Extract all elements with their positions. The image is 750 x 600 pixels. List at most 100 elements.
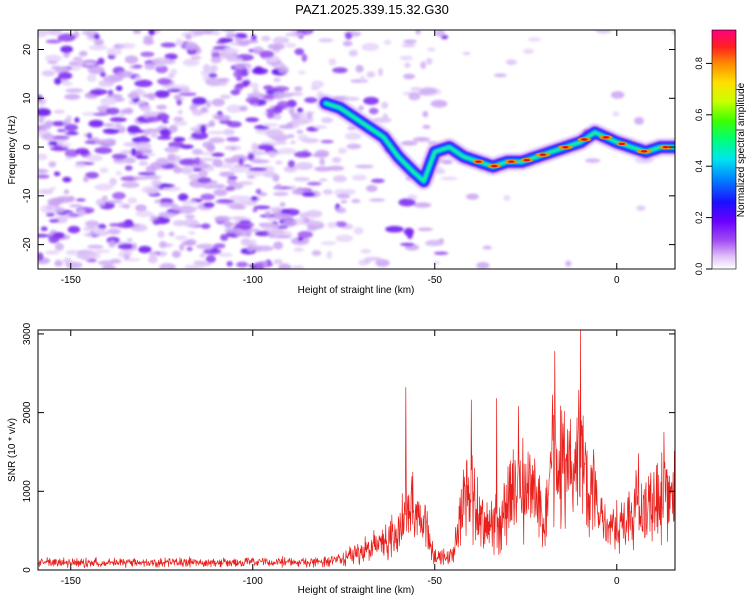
spectrogram-noise-blob <box>328 58 337 66</box>
spectrogram-noise-blob <box>88 44 108 51</box>
spectrogram-noise-blob <box>275 160 283 165</box>
spectrogram-noise-blob <box>358 105 364 111</box>
spectrogram-noise-blob <box>314 125 328 130</box>
colorbar-tick-label: 0.0 <box>694 263 704 276</box>
spectrogram-noise-blob <box>251 67 269 75</box>
spectrogram-noise-blob <box>166 88 181 93</box>
spectrogram-noise-blob <box>135 142 152 151</box>
spectrogram-noise-blob <box>278 263 292 269</box>
spectrogram-noise-blob <box>134 79 153 88</box>
spectrogram-noise-blob <box>152 219 161 226</box>
spectrogram-noise-blob <box>276 100 290 110</box>
spectrogram-noise-blob <box>286 133 295 139</box>
spectrogram-noise-blob <box>248 167 268 172</box>
spectrogram-noise-blob <box>375 259 390 267</box>
spectrogram-ridge-band <box>324 102 675 182</box>
spectrogram-noise-blob <box>182 58 200 67</box>
spectrogram-noise-blob <box>155 65 168 74</box>
spectrogram-noise-blob <box>122 203 131 209</box>
spectrogram-noise-blob <box>63 189 70 195</box>
snr-xtick-label: 0 <box>614 576 620 587</box>
spectrogram-noise-blob <box>233 70 244 78</box>
spectrogram-noise-blob <box>482 245 492 250</box>
spectrogram-noise-blob <box>202 141 214 149</box>
spectrogram-noise-blob <box>304 97 318 104</box>
spectrogram-noise-blob <box>103 75 122 83</box>
spectrogram-noise-blob <box>219 171 235 178</box>
spectrogram-noise-blob <box>318 38 334 43</box>
spectrogram-noise-blob <box>234 33 248 38</box>
spectrogram-noise-blob <box>94 147 113 154</box>
spectrogram-noise-blob <box>413 137 431 142</box>
spectrogram-noise-blob <box>198 170 208 178</box>
spectrogram-noise-blob <box>158 183 176 188</box>
spectrogram-noise-blob <box>48 30 62 36</box>
spectrogram-noise-blob <box>138 160 149 166</box>
spectrogram-xtick-label: 0 <box>614 275 620 286</box>
spectrogram-peak-core <box>491 164 498 168</box>
spectrogram-noise-blob <box>159 263 177 269</box>
spectrogram-noise-blob <box>213 243 226 249</box>
spectrogram-noise-blob <box>346 143 362 150</box>
spectrogram-noise-blob <box>168 141 185 149</box>
spectrogram-noise-blob <box>251 142 259 152</box>
spectrogram-noise-blob <box>109 117 127 123</box>
spectrogram-noise-blob <box>186 246 193 252</box>
spectrogram-noise-blob <box>154 90 170 99</box>
spectrogram-noise-blob <box>64 123 79 132</box>
spectrogram-noise-blob <box>383 39 392 45</box>
spectrogram-noise-blob <box>336 207 347 214</box>
spectrogram-noise-blob <box>314 166 332 172</box>
spectrogram-noise-blob <box>192 167 203 172</box>
spectrogram-noise-blob <box>44 54 63 62</box>
spectrogram-noise-blob <box>493 73 507 78</box>
spectrogram-noise-blob <box>294 48 305 56</box>
spectrogram-noise-blob <box>122 258 141 262</box>
spectrogram-peak-core <box>539 153 547 156</box>
spectrogram-noise-blob <box>230 146 236 151</box>
spectrogram-noise-blob <box>322 189 333 195</box>
spectrogram-noise-blob <box>40 226 48 232</box>
spectrogram-noise-blob <box>225 32 237 39</box>
spectrogram-noise-blob <box>252 103 259 107</box>
spectrogram-noise-blob <box>212 158 223 167</box>
spectrogram-noise-blob <box>565 260 572 267</box>
spectrogram-noise-blob <box>353 227 364 235</box>
spectrogram-noise-blob <box>81 112 97 116</box>
spectrogram-noise-blob <box>415 30 421 35</box>
spectrogram-noise-blob <box>139 105 152 112</box>
figure-title: PAZ1.2025.339.15.32.G30 <box>295 2 449 17</box>
spectrogram-noise-blob <box>250 196 258 201</box>
spectrogram-noise-blob <box>310 220 323 226</box>
spectrogram-noise-blob <box>185 238 197 246</box>
spectrogram-noise-blob <box>246 175 256 179</box>
spectrogram-noise-blob <box>306 112 313 120</box>
spectrogram-noise-blob <box>262 260 268 267</box>
spectrogram-noise-blob <box>371 178 385 184</box>
spectrogram-noise-blob <box>595 30 612 34</box>
spectrogram-noise-blob <box>290 118 309 125</box>
snr-ytick-label: 0 <box>22 567 33 573</box>
spectrogram-noise-blob <box>305 210 323 218</box>
spectrogram-noise-blob <box>245 96 260 104</box>
spectrogram-noise-blob <box>272 235 292 239</box>
spectrogram-noise-blob <box>44 120 54 127</box>
spectrogram-noise-blob <box>50 121 67 127</box>
spectrogram-noise-blob <box>156 113 170 121</box>
spectrogram-noise-blob <box>326 221 338 229</box>
spectrogram-noise-blob <box>208 73 218 78</box>
spectrogram-frame <box>37 29 676 270</box>
spectrogram-noise-blob <box>342 40 353 47</box>
spectrogram-noise-blob <box>318 178 328 182</box>
spectrogram-noise-blob <box>211 52 221 59</box>
spectrogram-noise-blob <box>45 250 60 255</box>
spectrogram-noise-blob <box>401 43 416 48</box>
spectrogram-noise-blob <box>277 65 289 74</box>
spectrogram-noise-blob <box>178 193 189 202</box>
spectrogram-noise-blob <box>203 63 211 73</box>
spectrogram-noise-blob <box>293 177 311 182</box>
snr-xtick-label: -50 <box>428 576 443 587</box>
spectrogram-noise-blob <box>462 51 471 56</box>
spectrogram-noise-blob <box>160 42 177 48</box>
spectrogram-noise-blob <box>51 135 70 140</box>
